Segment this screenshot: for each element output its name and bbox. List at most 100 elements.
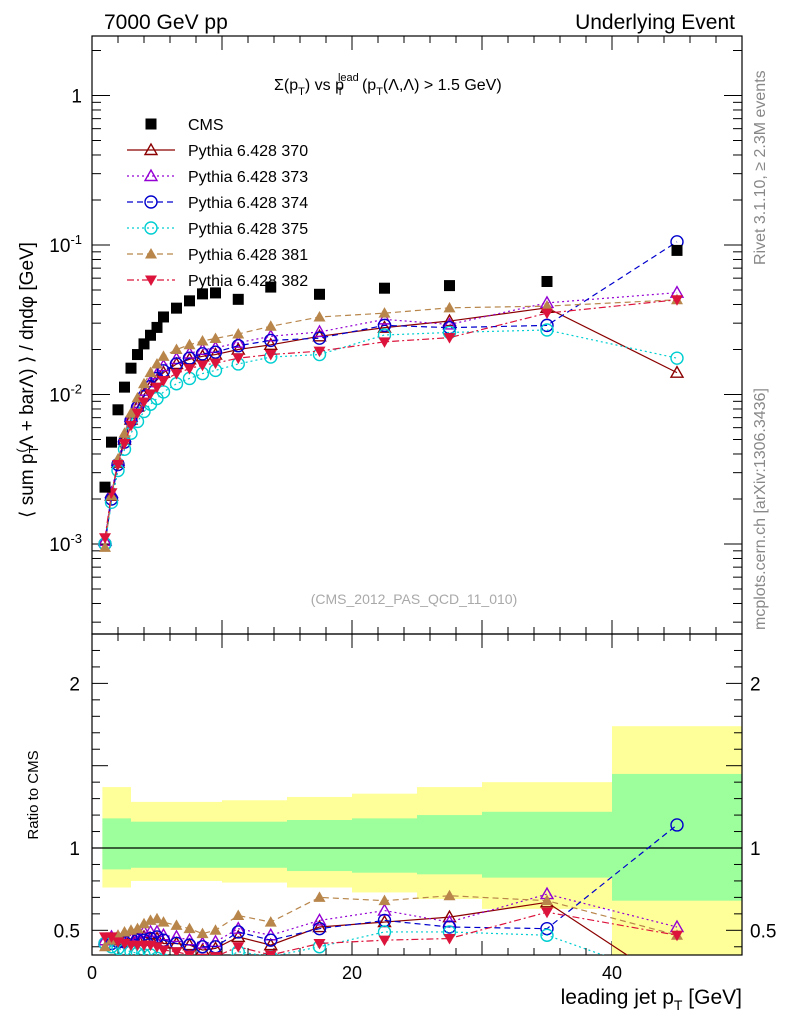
cms-point bbox=[158, 311, 169, 323]
data-point bbox=[209, 332, 222, 343]
data-point bbox=[138, 397, 150, 409]
ratio-line bbox=[104, 931, 605, 955]
x-tick-label: 0 bbox=[87, 963, 97, 983]
inner-band-bin bbox=[612, 773, 742, 901]
legend-label: Pythia 6.428 381 bbox=[188, 247, 308, 264]
ratio-point bbox=[264, 950, 277, 955]
ratio-point bbox=[442, 920, 457, 934]
ratio-point bbox=[209, 952, 222, 955]
ratio-point bbox=[209, 924, 222, 935]
data-point bbox=[540, 318, 554, 333]
data-point bbox=[157, 350, 170, 361]
x-tick-label: 20 bbox=[342, 963, 362, 983]
ratio-point bbox=[157, 916, 170, 927]
ratio-point bbox=[264, 933, 278, 947]
ratio-point bbox=[443, 889, 456, 901]
cms-point bbox=[125, 362, 137, 374]
data-point bbox=[541, 308, 553, 320]
data-point bbox=[196, 334, 209, 346]
data-point bbox=[443, 333, 456, 344]
cms-point bbox=[210, 287, 221, 299]
data-point bbox=[264, 320, 277, 331]
data-point bbox=[208, 345, 223, 359]
cms-point bbox=[444, 280, 455, 292]
data-point bbox=[232, 353, 245, 365]
data-point bbox=[170, 343, 183, 354]
ratio-y-tick-label-right: 2 bbox=[750, 674, 761, 695]
data-point bbox=[231, 339, 245, 353]
ratio-y-tick-label-right: 1 bbox=[750, 839, 761, 860]
ratio-y-tick-label-right: 0.5 bbox=[750, 921, 776, 942]
ratio-y-tick-label: 2 bbox=[69, 674, 80, 695]
main-ylabel: ⟨ sum pT(Λ + barΛ) ⟩ / dηdφ [GeV] bbox=[14, 242, 41, 518]
data-point bbox=[313, 310, 326, 322]
ratio-point bbox=[312, 919, 327, 933]
ratio-point bbox=[443, 934, 456, 945]
side-rivet: Rivet 3.1.10, ≥ 2.3M events bbox=[752, 70, 769, 265]
data-point bbox=[313, 346, 326, 358]
analysis-watermark: (CMS_2012_PAS_QCD_11_010) bbox=[311, 591, 518, 607]
legend-label: Pythia 6.428 373 bbox=[188, 169, 308, 186]
data-point bbox=[541, 300, 553, 311]
data-point bbox=[118, 439, 131, 450]
ratio-point bbox=[112, 929, 124, 940]
ratio-point bbox=[197, 959, 209, 971]
data-point bbox=[144, 366, 157, 378]
y-tick-label: 10-3 bbox=[49, 531, 82, 556]
inner-band-bin bbox=[222, 821, 287, 868]
data-point bbox=[442, 313, 457, 327]
ratio-point bbox=[138, 917, 150, 929]
ratio-point bbox=[232, 942, 245, 953]
ratio-frame bbox=[91, 633, 743, 956]
legend-label: Pythia 6.428 375 bbox=[188, 221, 308, 238]
plot-title: Σ(pT) vs plead T (pT(Λ,Λ) > 1.5 GeV) bbox=[274, 72, 502, 98]
cms-point bbox=[106, 436, 117, 448]
data-point bbox=[670, 351, 684, 365]
ratio-point bbox=[175, 954, 178, 955]
data-point bbox=[157, 376, 170, 387]
data-point bbox=[99, 533, 111, 544]
data-point bbox=[125, 421, 137, 432]
ratio-point bbox=[263, 937, 278, 951]
ratio-y-tick-label: 0.5 bbox=[54, 921, 80, 942]
ratio-point bbox=[183, 950, 196, 955]
ratio-point bbox=[313, 938, 326, 950]
inner-band-bin bbox=[417, 815, 482, 875]
ratio-point bbox=[231, 925, 245, 939]
ratio-point bbox=[313, 891, 326, 902]
data-point bbox=[378, 307, 391, 318]
main-plot: 10-3 10-2 10-1 1 CMS Pythia 6.428 370 Pythia 6… bbox=[49, 35, 743, 955]
data-point bbox=[540, 323, 554, 337]
data-point bbox=[378, 337, 391, 348]
ratio-point bbox=[378, 894, 391, 906]
data-point bbox=[209, 358, 222, 370]
ratio-bands bbox=[102, 726, 742, 955]
inner-band-bin bbox=[352, 818, 417, 873]
cms-point bbox=[184, 295, 195, 307]
legend-label: Pythia 6.428 370 bbox=[188, 143, 308, 160]
cms-point bbox=[671, 244, 683, 256]
ratio-line bbox=[105, 911, 678, 955]
ratio-point bbox=[183, 922, 196, 934]
data-point bbox=[183, 364, 196, 375]
data-point bbox=[442, 317, 457, 330]
ratio-point bbox=[264, 916, 277, 927]
x-tick-label: 40 bbox=[602, 963, 622, 983]
data-point bbox=[151, 357, 163, 369]
legend-marker bbox=[143, 168, 159, 182]
legend-marker bbox=[144, 195, 158, 209]
inner-band-bin bbox=[157, 821, 222, 868]
cms-point bbox=[265, 281, 277, 293]
data-point bbox=[138, 377, 150, 389]
header-left: 7000 GeV pp bbox=[104, 11, 228, 34]
cms-point bbox=[541, 275, 553, 287]
xlabel: leading jet pT [GeV] bbox=[561, 986, 742, 1013]
data-point bbox=[312, 331, 327, 345]
ratio-point bbox=[170, 947, 183, 955]
ratio-point bbox=[210, 957, 222, 969]
cms-point bbox=[119, 381, 130, 393]
series-line bbox=[104, 299, 678, 548]
ratio-point bbox=[378, 935, 391, 947]
ratio-point bbox=[232, 909, 245, 920]
